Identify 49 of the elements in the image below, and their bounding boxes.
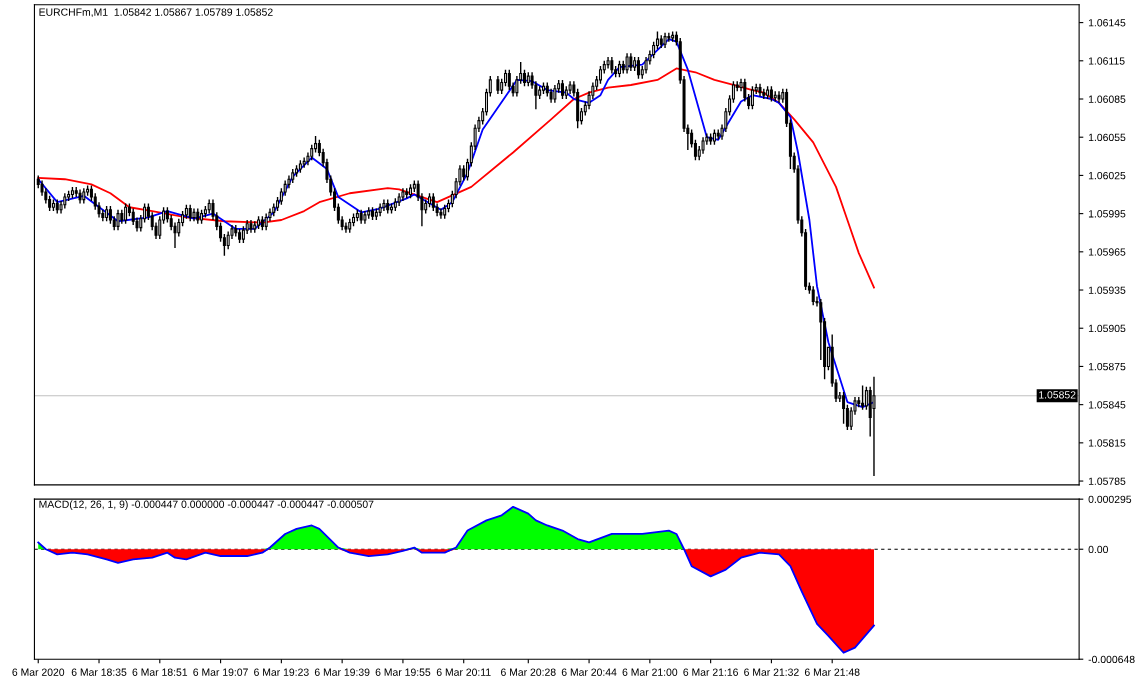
y-tick-label: 1.05935 — [1088, 286, 1126, 294]
x-tick-label: 6 Mar 19:07 — [193, 668, 248, 676]
candlestick — [743, 77, 747, 103]
x-tick-label: 6 Mar 18:35 — [71, 668, 127, 676]
y-tick-label: 1.05905 — [1088, 324, 1126, 333]
y-tick-label: 1.06145 — [1088, 19, 1126, 27]
y-tick-label: 1.06115 — [1088, 57, 1125, 65]
x-tick-label: 6 Mar 19:55 — [375, 668, 431, 676]
x-tick-label: 6 Mar 20:11 — [436, 668, 491, 676]
line-series — [37, 67, 875, 289]
x-tick-label: 6 Mar 18:51 — [132, 668, 188, 676]
y-tick-label: 1.05875 — [1088, 362, 1126, 371]
candlestick — [667, 32, 671, 43]
ref-line-label: 1.05852 — [1039, 391, 1076, 399]
x-tick-label: 6 Mar 2020 — [12, 668, 65, 676]
candlestick — [861, 384, 865, 411]
y-tick-label: 1.05815 — [1088, 439, 1126, 447]
y-tick-label: 1.06055 — [1088, 133, 1126, 142]
candlestick — [124, 202, 128, 225]
chart-title: EURCHFm,M1 1.05842 1.05867 1.05789 1.05852 — [39, 8, 273, 18]
chart-title: MACD(12, 26, 1, 9) -0.000447 0.000000 -0.000447 -0.000447 -0.000507 — [39, 500, 374, 510]
x-tick-label: 6 Mar 20:28 — [501, 668, 556, 676]
y-tick-label: 1.05965 — [1088, 248, 1126, 256]
y-tick-label: 1.05845 — [1088, 401, 1126, 409]
y-tick-label: -0.000648 — [1088, 655, 1135, 664]
candlestick — [636, 56, 640, 80]
candlestick — [503, 69, 508, 87]
candlestick — [842, 391, 846, 425]
candlestick — [522, 69, 526, 87]
x-tick-label: 6 Mar 19:39 — [314, 668, 370, 676]
x-tick-label: 6 Mar 21:16 — [683, 668, 738, 676]
candlestick — [515, 75, 519, 98]
candlestick — [811, 285, 815, 307]
candlestick — [447, 198, 451, 214]
y-tick-label: 1.06085 — [1088, 95, 1126, 103]
y-tick-label: 1.05995 — [1088, 210, 1126, 218]
x-tick-label: 6 Mar 21:48 — [804, 668, 860, 676]
y-tick-label: 0.000295 — [1088, 495, 1132, 504]
candlestick — [625, 52, 629, 75]
x-tick-label: 6 Mar 21:32 — [744, 668, 799, 676]
y-tick-label: 1.05785 — [1088, 477, 1126, 485]
candlestick — [750, 85, 754, 110]
candlestick — [116, 209, 120, 231]
x-tick-label: 6 Mar 19:23 — [254, 668, 309, 676]
x-tick-label: 6 Mar 21:00 — [622, 668, 678, 676]
y-tick-label: 0.00 — [1088, 545, 1109, 554]
candlestick — [872, 375, 876, 477]
y-tick-label: 1.06025 — [1088, 171, 1126, 180]
x-tick-label: 6 Mar 20:44 — [561, 668, 617, 676]
